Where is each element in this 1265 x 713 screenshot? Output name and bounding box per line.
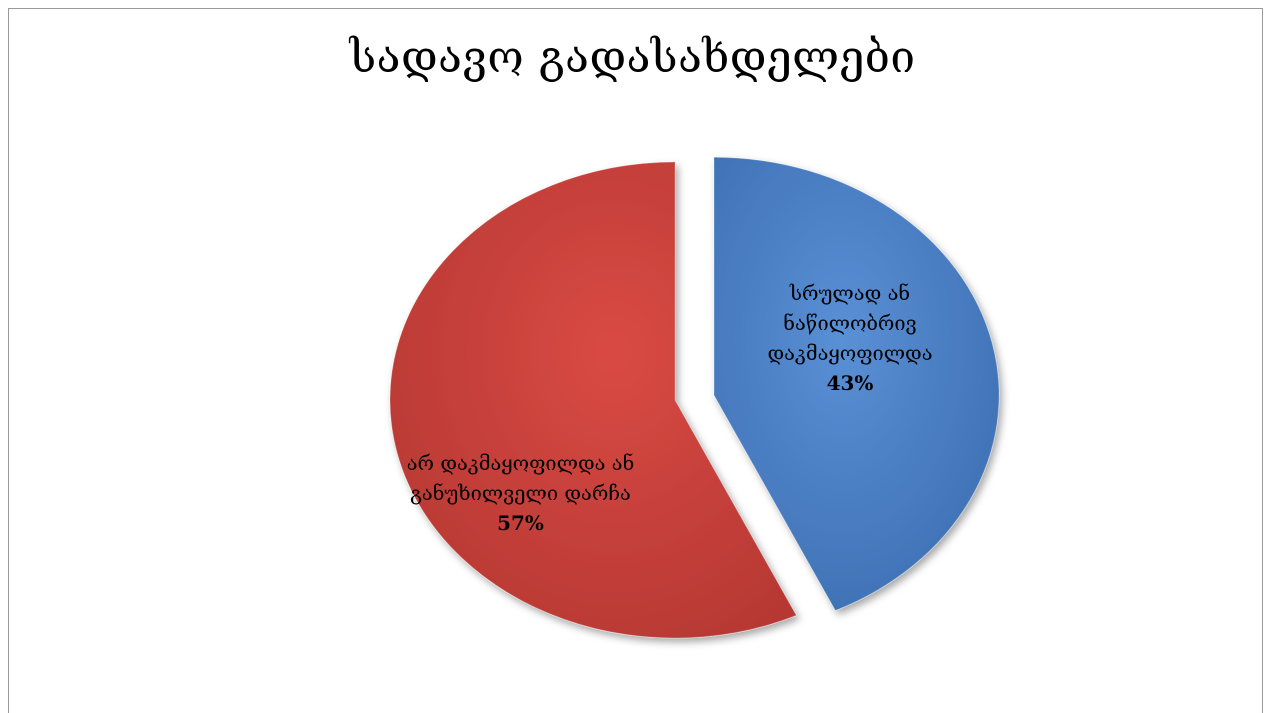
pie-slice-1 xyxy=(389,161,798,639)
slice-label-satisfied: სრულად ან ნაწილობრივ დაკმაყოფილდა 43% xyxy=(740,278,960,398)
slice-label-text: სრულად ან ნაწილობრივ დაკმაყოფილდა xyxy=(767,281,933,365)
chart-title: სადავო გადასახდელები xyxy=(349,32,916,83)
slice-percent: 57% xyxy=(497,511,544,535)
slice-percent: 43% xyxy=(826,371,874,395)
slice-label-unsatisfied: არ დაკმაყოფილდა ან განუხილველი დარჩა 57% xyxy=(393,448,648,538)
pie-slice-0 xyxy=(713,156,1000,612)
slice-label-text: არ დაკმაყოფილდა ან განუხილველი დარჩა xyxy=(406,451,635,505)
